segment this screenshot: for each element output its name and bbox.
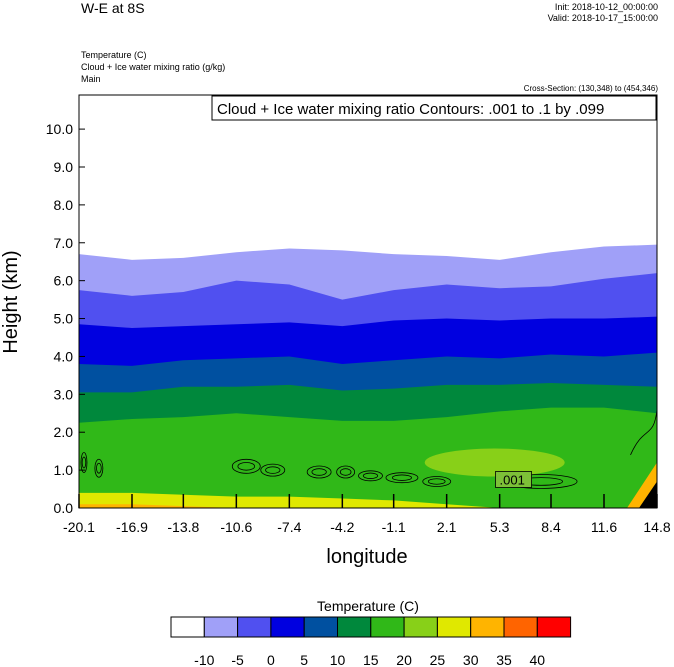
y-tick-label: 9.0 xyxy=(54,159,74,175)
field-main-label: Main xyxy=(81,74,101,84)
y-tick-label: 5.0 xyxy=(54,311,74,327)
colorbar-label: -5 xyxy=(231,652,244,667)
x-axis-title: longitude xyxy=(326,546,407,568)
colorbar-swatch-9 xyxy=(470,616,505,638)
x-tick-label: -20.1 xyxy=(63,519,95,535)
plot-frame xyxy=(78,94,658,509)
cloud-contour-2 xyxy=(231,458,261,474)
cloud-contour-inner-6 xyxy=(362,472,379,479)
colorbar-swatch-6 xyxy=(370,616,405,638)
colorbar-label: 30 xyxy=(463,652,479,667)
x-tick-label: -1.1 xyxy=(382,519,406,535)
colorbar-label: 20 xyxy=(396,652,412,667)
x-tick-label: 8.4 xyxy=(541,519,561,535)
colorbar-label: 15 xyxy=(363,652,379,667)
temperature-band-25 xyxy=(79,492,657,508)
cloud-contour-8 xyxy=(422,476,452,487)
contour-info-text: Cloud + Ice water mixing ratio Contours:… xyxy=(217,101,604,118)
x-tick-label: -16.9 xyxy=(116,519,148,535)
cloud-contour-6 xyxy=(358,470,383,482)
x-tick-label: 2.1 xyxy=(437,519,457,535)
colorbar-swatch-0 xyxy=(170,616,205,638)
cloud-contour-0 xyxy=(80,452,88,473)
colorbar-label: 40 xyxy=(530,652,546,667)
cloud-contour-7 xyxy=(385,472,419,484)
x-tick-label: -10.6 xyxy=(220,519,252,535)
cloud-contour-5 xyxy=(336,465,356,479)
colorbar-label: 5 xyxy=(300,652,308,667)
colorbar-swatch-4 xyxy=(303,616,339,638)
cloud-contour-inner-7 xyxy=(391,474,412,481)
x-tick-label: 14.8 xyxy=(643,519,670,535)
colorbar-title: Temperature (C) xyxy=(317,598,419,614)
colorbar-label: 35 xyxy=(496,652,512,667)
cloud-contour-4 xyxy=(306,465,332,479)
x-tick-label: 5.3 xyxy=(490,519,510,535)
colorbar-swatch-10 xyxy=(503,616,538,638)
colorbar-swatch-2 xyxy=(237,616,272,638)
y-tick-label: 6.0 xyxy=(54,273,74,289)
x-tick-label: -4.2 xyxy=(330,519,354,535)
colorbar-swatch-8 xyxy=(436,616,472,638)
cloud-contour-inner-1 xyxy=(96,462,102,474)
colorbar-swatch-1 xyxy=(203,616,239,638)
colorbar-label: 25 xyxy=(430,652,446,667)
cloud-contours xyxy=(80,409,657,489)
cloud-contour-1 xyxy=(94,458,104,478)
cloud-contour-inner-8 xyxy=(427,478,446,485)
contour-label: .001 xyxy=(500,472,525,487)
cloud-contour-inner-0 xyxy=(81,456,87,469)
y-axis-title: Height (km) xyxy=(0,250,22,353)
cloud-contour-inner-4 xyxy=(311,468,327,476)
field-temperature-label: Temperature (C) xyxy=(81,50,147,60)
x-tick-label: 11.6 xyxy=(591,519,617,535)
contour-label-box xyxy=(495,471,532,488)
colorbar-swatch-5 xyxy=(337,616,372,638)
x-tick-label: -13.8 xyxy=(167,519,199,535)
colorbar-label: 10 xyxy=(330,652,346,667)
cross-section-label: Cross-Section: (130,348) to (454,346) xyxy=(523,84,658,93)
y-tick-label: 7.0 xyxy=(54,235,74,251)
field-cloud-label: Cloud + Ice water mixing ratio (g/kg) xyxy=(81,62,226,72)
cloud-contour-inner-2 xyxy=(237,462,256,471)
filled-contours xyxy=(79,95,657,508)
cloud-contour-inner-3 xyxy=(265,466,281,474)
init-time: Init: 2018-10-12_00:00:00 xyxy=(554,2,658,12)
colorbar-label: -10 xyxy=(194,652,214,667)
y-tick-label: 1.0 xyxy=(54,462,74,478)
terrain-corner xyxy=(639,481,657,508)
y-tick-label: 4.0 xyxy=(54,348,74,364)
colorbar-swatch-11 xyxy=(536,616,572,638)
x-tick-label: -7.4 xyxy=(277,519,301,535)
contour-info-box xyxy=(211,95,657,121)
cloud-contour-3 xyxy=(260,463,286,477)
colorbar-swatch-3 xyxy=(270,616,305,638)
cloud-contour-edge xyxy=(630,409,657,456)
warm-patch-25 xyxy=(424,448,565,477)
y-tick-label: 10.0 xyxy=(46,121,73,137)
y-tick-label: 0.0 xyxy=(54,500,74,516)
colorbar-label: 0 xyxy=(267,652,275,667)
y-tick-label: 2.0 xyxy=(54,424,74,440)
y-tick-label: 3.0 xyxy=(54,386,74,402)
colorbar-swatch-7 xyxy=(403,616,438,638)
cloud-contour-inner-5 xyxy=(339,468,352,476)
valid-time: Valid: 2018-10-17_15:00:00 xyxy=(547,13,658,23)
plot-title: W-E at 8S xyxy=(81,0,145,16)
y-tick-label: 8.0 xyxy=(54,197,74,213)
